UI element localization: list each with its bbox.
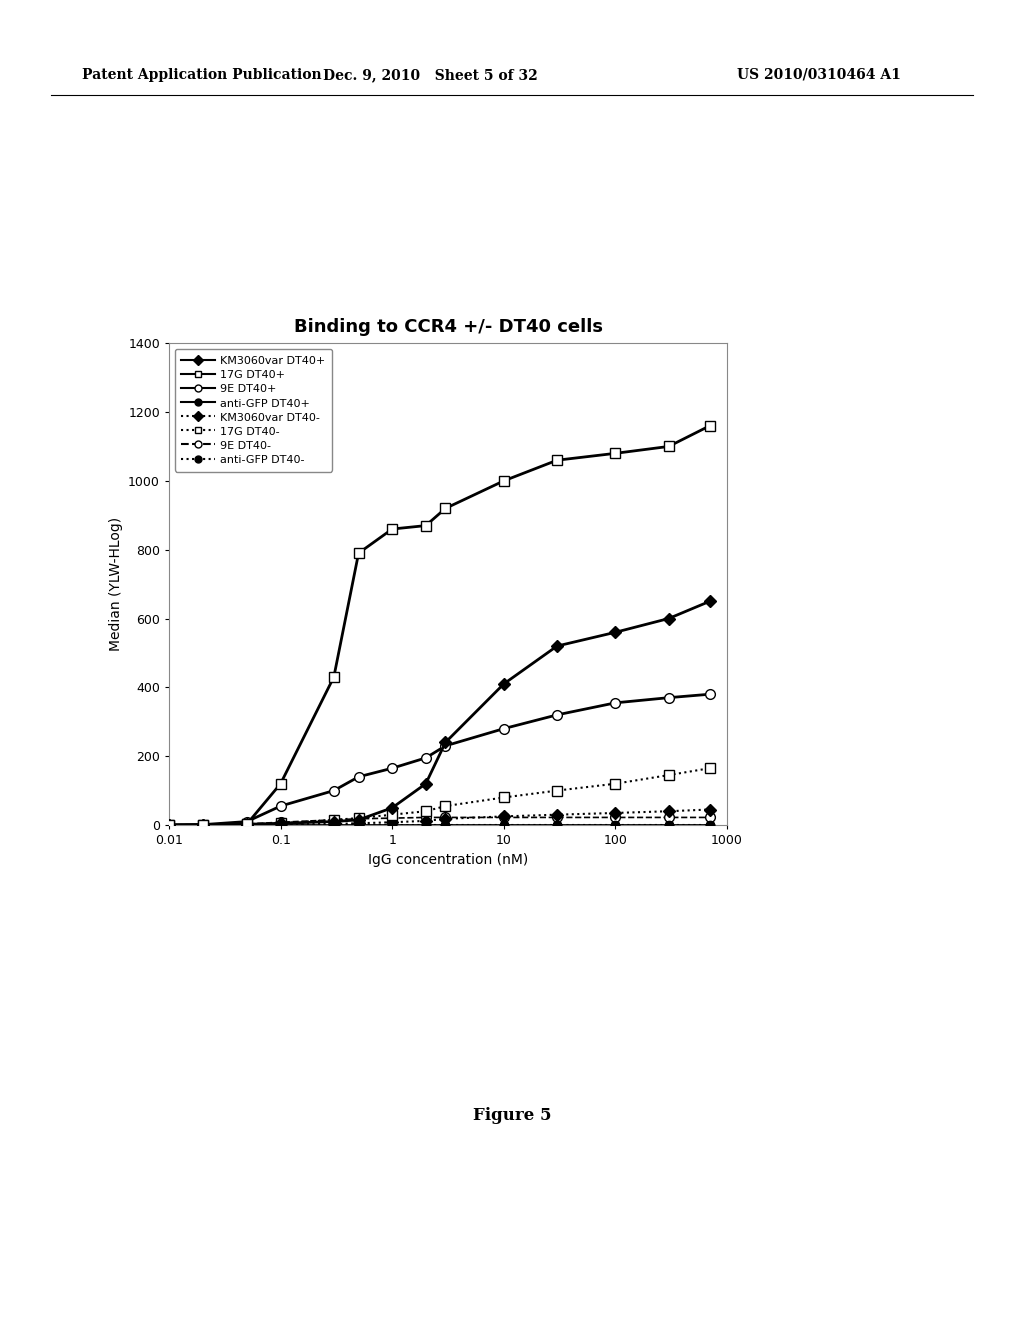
Title: Binding to CCR4 +/- DT40 cells: Binding to CCR4 +/- DT40 cells (294, 318, 602, 337)
Text: US 2010/0310464 A1: US 2010/0310464 A1 (737, 69, 901, 82)
Legend: KM3060var DT40+, 17G DT40+, 9E DT40+, anti-GFP DT40+, KM3060var DT40-, 17G DT40-: KM3060var DT40+, 17G DT40+, 9E DT40+, an… (174, 348, 332, 471)
X-axis label: IgG concentration (nM): IgG concentration (nM) (368, 853, 528, 867)
Text: Dec. 9, 2010   Sheet 5 of 32: Dec. 9, 2010 Sheet 5 of 32 (323, 69, 538, 82)
Text: Patent Application Publication: Patent Application Publication (82, 69, 322, 82)
Text: Figure 5: Figure 5 (473, 1106, 551, 1123)
Y-axis label: Median (YLW-HLog): Median (YLW-HLog) (109, 517, 123, 651)
